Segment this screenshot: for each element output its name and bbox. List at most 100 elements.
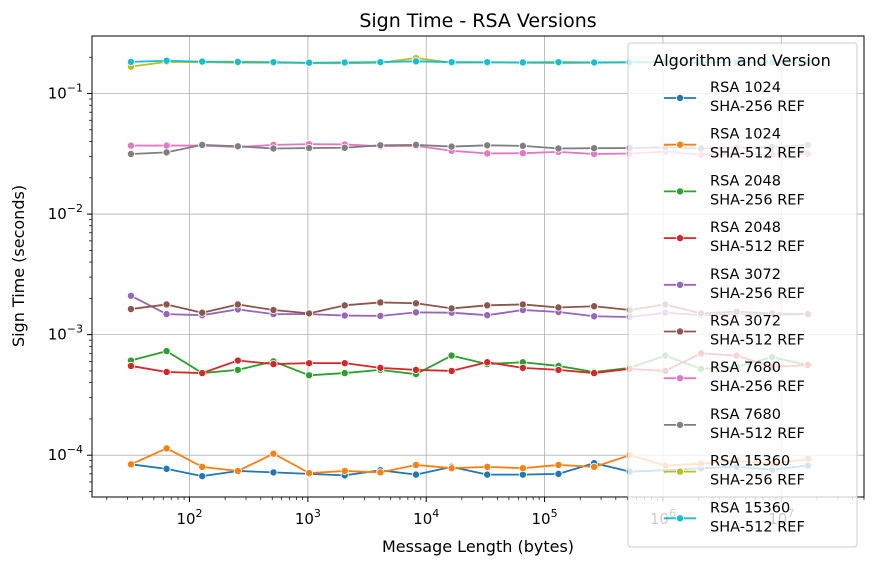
data-point bbox=[198, 57, 207, 66]
data-point bbox=[483, 301, 492, 310]
legend-title: Algorithm and Version bbox=[653, 51, 830, 70]
x-axis-label: Message Length (bytes) bbox=[382, 537, 574, 556]
legend-label-line: RSA 7680 bbox=[710, 407, 781, 423]
data-point bbox=[233, 57, 242, 66]
data-point bbox=[162, 56, 171, 65]
data-point bbox=[376, 468, 385, 477]
data-point bbox=[162, 148, 171, 157]
legend-entry: RSA 15360 SHA-512 REF bbox=[664, 500, 805, 535]
legend-label-line: RSA 1024 bbox=[710, 127, 781, 143]
data-point bbox=[411, 308, 420, 317]
legend-entry: RSA 1024 SHA-512 REF bbox=[664, 127, 805, 162]
data-point bbox=[233, 466, 242, 475]
data-point bbox=[233, 365, 242, 374]
legend-swatch-marker bbox=[676, 514, 685, 523]
legend-swatch-marker bbox=[676, 280, 685, 289]
x-tick-label-base: 10 bbox=[295, 510, 314, 528]
data-point bbox=[305, 144, 314, 153]
data-point bbox=[162, 367, 171, 376]
data-point bbox=[340, 143, 349, 152]
legend-entry: RSA 2048 SHA-512 REF bbox=[664, 220, 805, 255]
data-point bbox=[447, 464, 456, 473]
y-tick-label-base: 10 bbox=[48, 85, 67, 103]
data-point bbox=[340, 311, 349, 320]
y-tick-label-base: 10 bbox=[48, 205, 67, 223]
data-point bbox=[376, 363, 385, 372]
y-tick-label-exponent: −4 bbox=[67, 443, 83, 456]
data-point bbox=[340, 466, 349, 475]
x-tick-label-exponent: 2 bbox=[196, 507, 203, 520]
data-point bbox=[483, 358, 492, 367]
legend-label-line: RSA 15360 bbox=[710, 500, 790, 516]
y-tick-label-base: 10 bbox=[48, 326, 67, 344]
data-point bbox=[376, 298, 385, 307]
data-point bbox=[518, 464, 527, 473]
data-point bbox=[554, 303, 563, 312]
x-tick-label-base: 10 bbox=[413, 510, 432, 528]
data-point bbox=[162, 300, 171, 309]
data-point bbox=[447, 142, 456, 151]
legend-label-line: SHA-512 REF bbox=[710, 333, 805, 349]
data-point bbox=[447, 58, 456, 67]
data-point bbox=[518, 149, 527, 158]
data-point bbox=[340, 369, 349, 378]
data-point bbox=[126, 305, 135, 314]
legend-label-line: SHA-256 REF bbox=[710, 192, 805, 208]
chart-title: Sign Time - RSA Versions bbox=[359, 10, 596, 32]
data-point bbox=[590, 312, 599, 321]
legend-swatch-marker bbox=[676, 327, 685, 336]
legend-label-line: RSA 2048 bbox=[710, 220, 781, 236]
data-point bbox=[198, 308, 207, 317]
legend-swatch-marker bbox=[676, 420, 685, 429]
legend-entry: RSA 2048 SHA-256 REF bbox=[664, 173, 805, 208]
legend: Algorithm and Version RSA 1024 SHA-256 RE… bbox=[627, 42, 858, 548]
data-point bbox=[233, 356, 242, 365]
legend-entry: RSA 3072 SHA-256 REF bbox=[664, 267, 805, 302]
data-point bbox=[126, 460, 135, 469]
y-tick-label: 10−3 bbox=[48, 323, 83, 344]
legend-entry: RSA 7680 SHA-256 REF bbox=[664, 360, 805, 395]
data-point bbox=[518, 58, 527, 67]
data-point bbox=[126, 291, 135, 300]
data-point bbox=[233, 142, 242, 151]
x-tick-label-exponent: 5 bbox=[551, 507, 558, 520]
x-tick-label-exponent: 4 bbox=[432, 507, 439, 520]
data-point bbox=[269, 306, 278, 315]
legend-label-line: SHA-256 REF bbox=[710, 473, 805, 489]
data-point bbox=[590, 369, 599, 378]
data-point bbox=[376, 311, 385, 320]
legend-swatch-marker bbox=[676, 467, 685, 476]
data-point bbox=[554, 460, 563, 469]
legend-entry: RSA 3072 SHA-512 REF bbox=[664, 314, 805, 349]
x-tick-label-base: 10 bbox=[176, 510, 195, 528]
legend-label-line: RSA 3072 bbox=[710, 314, 781, 330]
data-point bbox=[305, 359, 314, 368]
legend-label-line: SHA-512 REF bbox=[710, 519, 805, 535]
data-point bbox=[162, 347, 171, 356]
data-point bbox=[411, 460, 420, 469]
legend-swatch-marker bbox=[676, 94, 685, 103]
data-point bbox=[590, 462, 599, 471]
y-axis-ticks: 10−410−310−210−1 bbox=[48, 82, 92, 464]
data-point bbox=[554, 58, 563, 67]
data-point bbox=[162, 310, 171, 319]
data-point bbox=[198, 140, 207, 149]
legend-swatch-marker bbox=[676, 234, 685, 243]
data-point bbox=[198, 369, 207, 378]
data-point bbox=[126, 141, 135, 150]
data-point bbox=[269, 360, 278, 369]
y-tick-label-exponent: −3 bbox=[67, 323, 83, 336]
data-point bbox=[447, 351, 456, 360]
data-point bbox=[126, 57, 135, 66]
data-point bbox=[376, 141, 385, 150]
y-axis-label: Sign Time (seconds) bbox=[9, 185, 28, 347]
data-point bbox=[198, 472, 207, 481]
data-point bbox=[162, 141, 171, 150]
data-point bbox=[483, 149, 492, 158]
y-tick-label-exponent: −1 bbox=[67, 82, 83, 95]
data-point bbox=[411, 470, 420, 479]
data-point bbox=[590, 302, 599, 311]
y-tick-label-base: 10 bbox=[48, 446, 67, 464]
data-point bbox=[447, 304, 456, 313]
